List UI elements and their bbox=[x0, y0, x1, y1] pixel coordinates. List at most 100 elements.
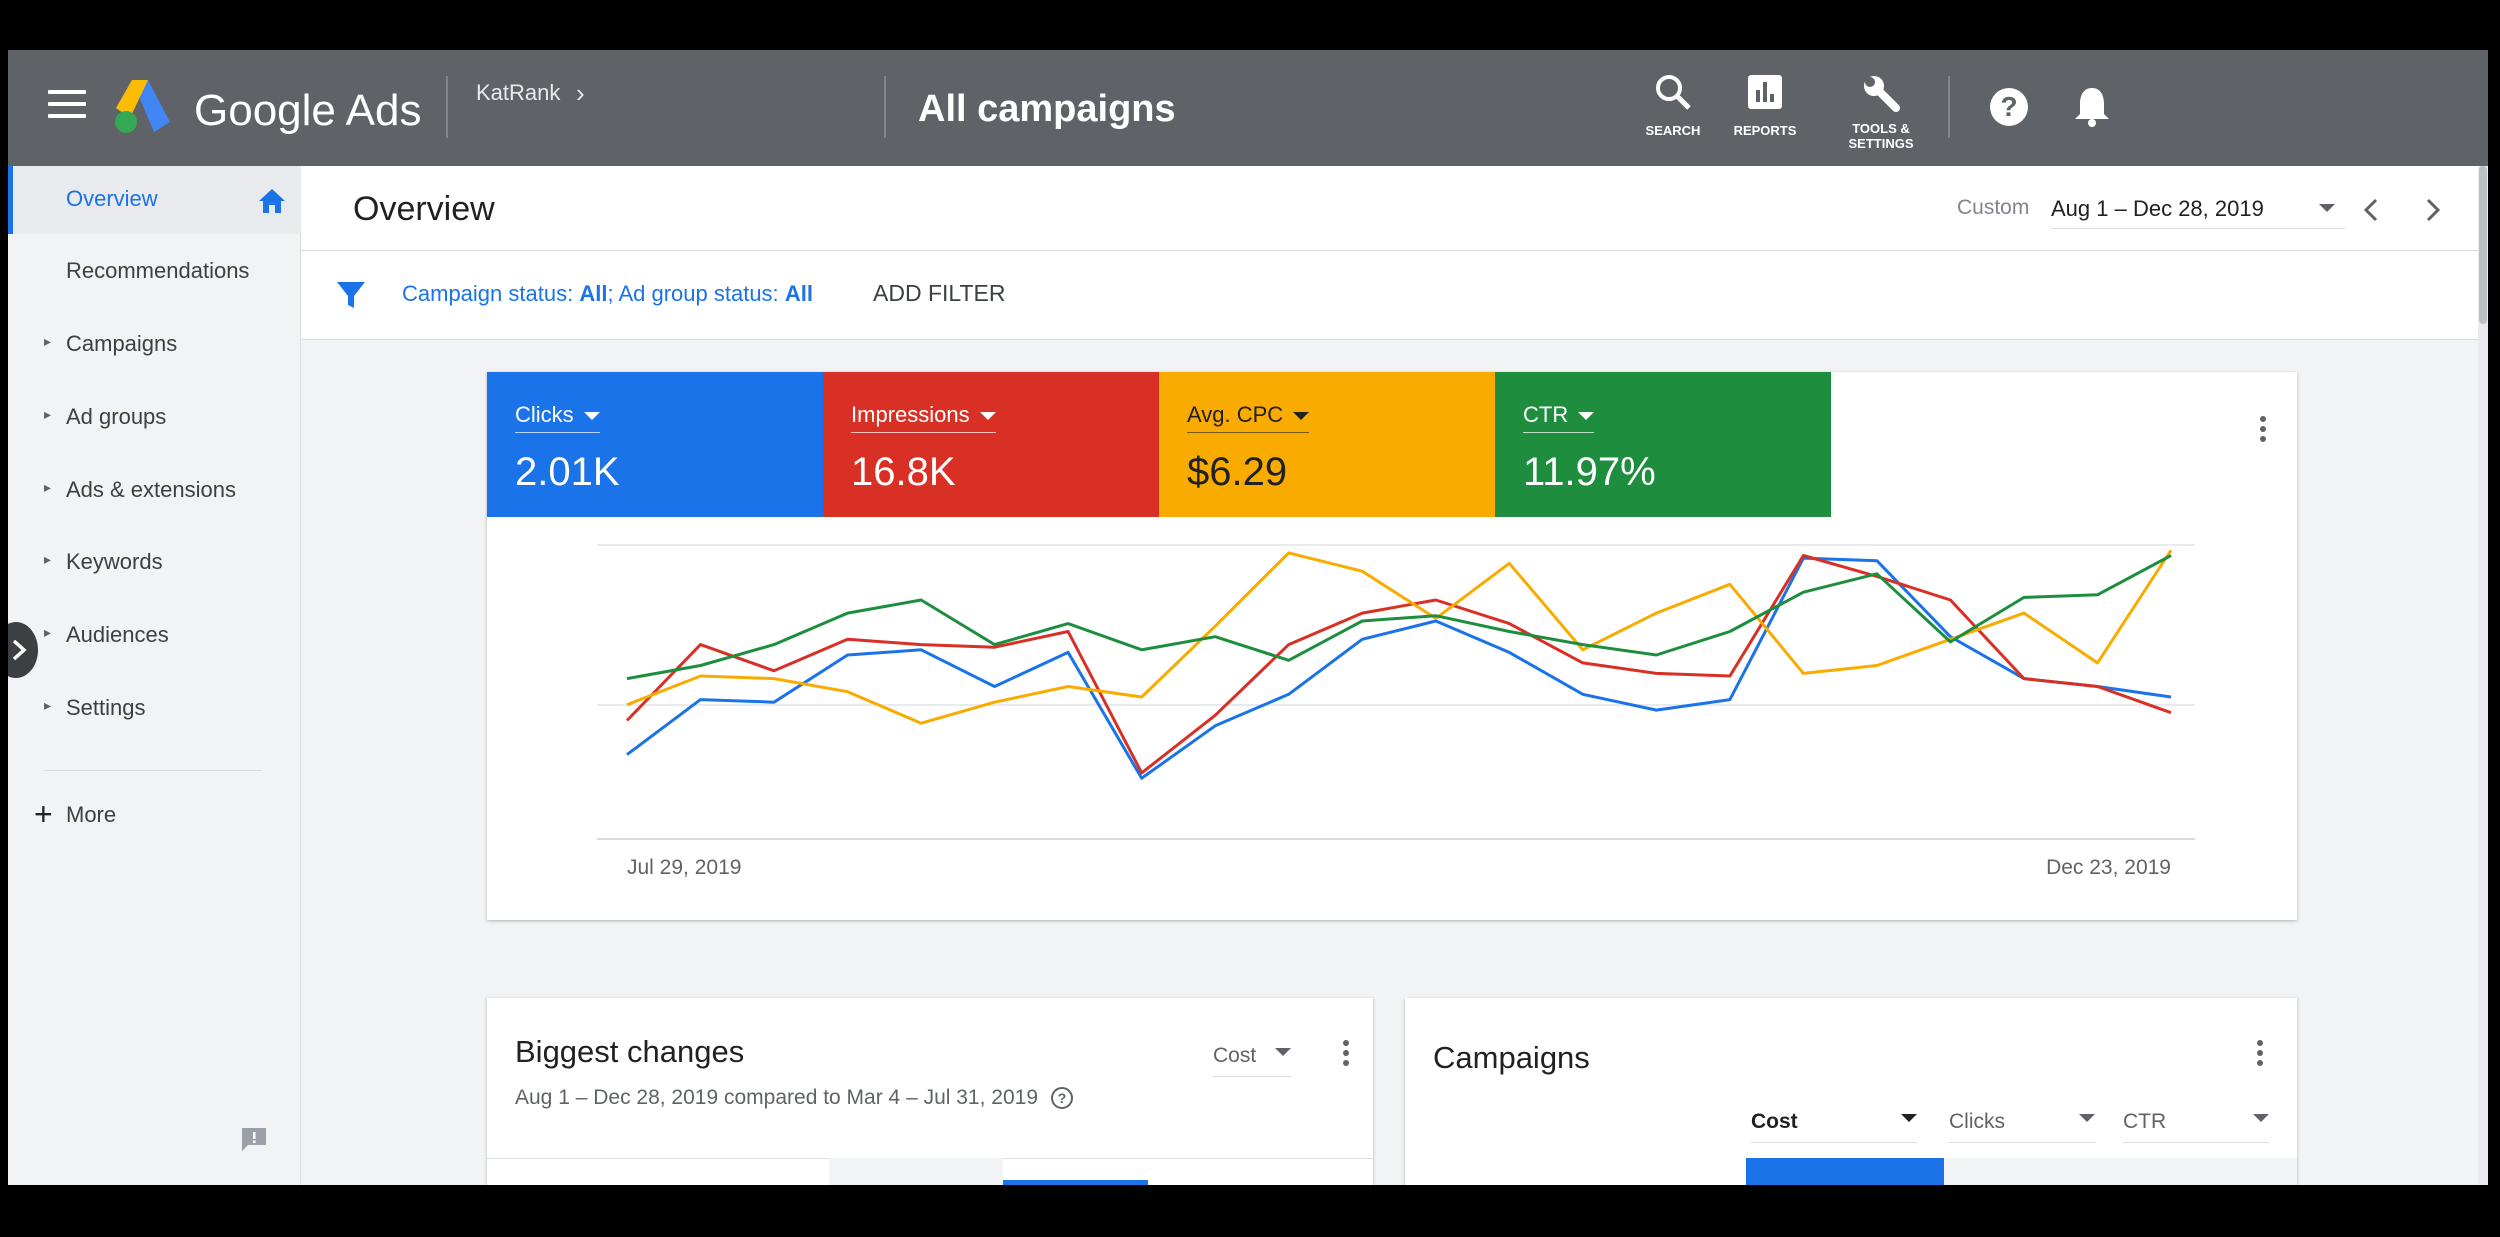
scrollbar-thumb[interactable] bbox=[2479, 166, 2487, 324]
sidebar-item-label: Settings bbox=[66, 695, 146, 720]
sidebar-item-settings[interactable]: ▸ Settings bbox=[8, 675, 300, 743]
account-chevron-icon[interactable]: › bbox=[576, 78, 585, 108]
sidebar-more-button[interactable]: + More bbox=[8, 782, 300, 850]
metric-select-value: Cost bbox=[1213, 1044, 1257, 1067]
sidebar-item-label: Overview bbox=[66, 186, 158, 211]
metric-name: CTR bbox=[1523, 402, 1595, 433]
expand-arrow-icon: ▸ bbox=[44, 624, 52, 640]
sidebar-item-ad-groups[interactable]: ▸ Ad groups bbox=[8, 384, 300, 452]
tools-settings-button[interactable]: TOOLS & SETTINGS bbox=[1826, 72, 1936, 151]
sidebar-item-label: Campaigns bbox=[66, 331, 178, 356]
tools-label-line1: TOOLS & bbox=[1852, 121, 1910, 136]
expand-arrow-icon: ▸ bbox=[44, 406, 52, 422]
card-subtitle: Aug 1 – Dec 28, 2019 compared to Mar 4 –… bbox=[515, 1086, 1074, 1110]
sidebar-item-keywords[interactable]: ▸ Keywords bbox=[8, 529, 300, 597]
series-line-ctr bbox=[626, 554, 2172, 681]
x-axis-start-label: Jul 29, 2019 bbox=[627, 856, 741, 879]
wrench-icon bbox=[1864, 76, 1900, 112]
dropdown-caret-icon bbox=[2253, 1114, 2269, 1122]
filter-icon[interactable] bbox=[335, 279, 367, 311]
sidebar-item-overview[interactable]: Overview bbox=[8, 166, 305, 234]
x-axis-end-label: Dec 23, 2019 bbox=[2046, 856, 2171, 879]
page-title: All campaigns bbox=[918, 88, 1176, 130]
divider bbox=[884, 76, 886, 138]
metric-tile-ctr[interactable]: CTR 11.97% bbox=[1495, 372, 1831, 517]
sidebar-item-ads-extensions[interactable]: ▸ Ads & extensions bbox=[8, 457, 300, 525]
chevron-right-icon bbox=[12, 639, 27, 661]
scrollbar-track[interactable] bbox=[2478, 166, 2488, 1185]
column-label: CTR bbox=[2123, 1110, 2167, 1133]
more-options-icon[interactable] bbox=[2257, 1040, 2263, 1070]
sidebar-item-label: Recommendations bbox=[66, 258, 250, 283]
sidebar-item-label: Keywords bbox=[66, 549, 163, 574]
svg-text:?: ? bbox=[1058, 1090, 1067, 1106]
expand-arrow-icon: ▸ bbox=[44, 697, 52, 713]
sidebar-item-recommendations[interactable]: Recommendations bbox=[8, 238, 300, 306]
help-icon[interactable]: ? bbox=[1988, 86, 2030, 128]
sidebar-item-label: Ad groups bbox=[66, 404, 167, 429]
app-window: Google Ads KatRank › All campaigns SEARC… bbox=[8, 50, 2488, 1185]
more-label: More bbox=[66, 802, 117, 827]
more-options-icon[interactable] bbox=[1343, 1040, 1349, 1070]
active-filter[interactable]: Campaign status: All; Ad group status: A… bbox=[402, 281, 813, 307]
home-icon bbox=[259, 189, 285, 213]
account-name[interactable]: KatRank bbox=[476, 80, 561, 105]
column-select-cost[interactable]: Cost bbox=[1751, 1110, 1917, 1143]
search-button[interactable]: SEARCH bbox=[1618, 72, 1728, 138]
card-title: Campaigns bbox=[1433, 1040, 1590, 1075]
divider bbox=[1948, 76, 1950, 138]
dropdown-caret-icon bbox=[2079, 1114, 2095, 1122]
date-range-select[interactable]: Aug 1 – Dec 28, 2019 bbox=[2051, 194, 2345, 229]
overview-title: Overview bbox=[353, 190, 495, 228]
series-line-clicks bbox=[626, 556, 2172, 780]
column-select-ctr[interactable]: CTR bbox=[2123, 1110, 2269, 1143]
ad-group-status-label: ; Ad group status: bbox=[607, 281, 779, 306]
cost-bar bbox=[1746, 1158, 1944, 1185]
search-icon bbox=[1656, 75, 1691, 110]
dropdown-caret-icon bbox=[1901, 1114, 1917, 1122]
add-filter-button[interactable]: ADD FILTER bbox=[873, 280, 1006, 306]
divider bbox=[446, 76, 448, 138]
date-range-value: Aug 1 – Dec 28, 2019 bbox=[2051, 196, 2264, 221]
biggest-changes-card: Biggest changes Aug 1 – Dec 28, 2019 com… bbox=[487, 998, 1373, 1185]
tools-label-line2: SETTINGS bbox=[1848, 136, 1914, 151]
dropdown-caret-icon bbox=[1578, 412, 1595, 421]
hamburger-menu-icon[interactable] bbox=[48, 90, 86, 124]
ad-group-status-value: All bbox=[784, 281, 813, 306]
metric-name: Impressions bbox=[851, 402, 996, 433]
more-options-icon[interactable] bbox=[2260, 416, 2266, 446]
plus-icon: + bbox=[34, 796, 53, 832]
campaign-status-label: Campaign status: bbox=[402, 281, 574, 306]
dropdown-caret-icon bbox=[1293, 412, 1310, 421]
next-period-icon[interactable] bbox=[2423, 196, 2443, 224]
top-bar: Google Ads KatRank › All campaigns SEARC… bbox=[8, 50, 2488, 166]
metric-tile-avg-cpc[interactable]: Avg. CPC $6.29 bbox=[1159, 372, 1495, 517]
expand-arrow-icon: ▸ bbox=[44, 333, 52, 349]
bell-icon[interactable] bbox=[2072, 84, 2112, 128]
dropdown-caret-icon bbox=[979, 412, 996, 421]
column-label: Clicks bbox=[1949, 1110, 2005, 1133]
help-outline-icon[interactable]: ? bbox=[1050, 1086, 1074, 1110]
change-bar bbox=[1003, 1180, 1148, 1185]
sidebar-item-campaigns[interactable]: ▸ Campaigns bbox=[8, 311, 300, 379]
expand-arrow-icon: ▸ bbox=[44, 479, 52, 495]
performance-line-chart: Jul 29, 2019 Dec 23, 2019 bbox=[597, 544, 2195, 879]
previous-period-icon[interactable] bbox=[2361, 196, 2381, 224]
expand-arrow-icon: ▸ bbox=[44, 551, 52, 567]
metric-select[interactable]: Cost bbox=[1213, 1044, 1291, 1077]
feedback-icon[interactable] bbox=[240, 1126, 268, 1152]
sidebar-item-audiences[interactable]: ▸ Audiences bbox=[8, 602, 300, 670]
sidebar-item-label: Audiences bbox=[66, 622, 169, 647]
metric-value: 2.01K bbox=[515, 450, 620, 494]
change-bar-background bbox=[829, 1158, 1003, 1185]
metric-tile-clicks[interactable]: Clicks 2.01K bbox=[487, 372, 823, 517]
series-line-impressions bbox=[625, 554, 2172, 775]
reports-button[interactable]: REPORTS bbox=[1710, 72, 1820, 138]
sidebar-item-label: Ads & extensions bbox=[66, 477, 236, 502]
reports-label: REPORTS bbox=[1733, 123, 1797, 138]
metric-tile-impressions[interactable]: Impressions 16.8K bbox=[823, 372, 1159, 517]
date-mode: Custom bbox=[1957, 196, 2030, 219]
svg-text:?: ? bbox=[2000, 91, 2017, 122]
metric-value: 16.8K bbox=[851, 450, 956, 494]
column-select-clicks[interactable]: Clicks bbox=[1949, 1110, 2095, 1143]
